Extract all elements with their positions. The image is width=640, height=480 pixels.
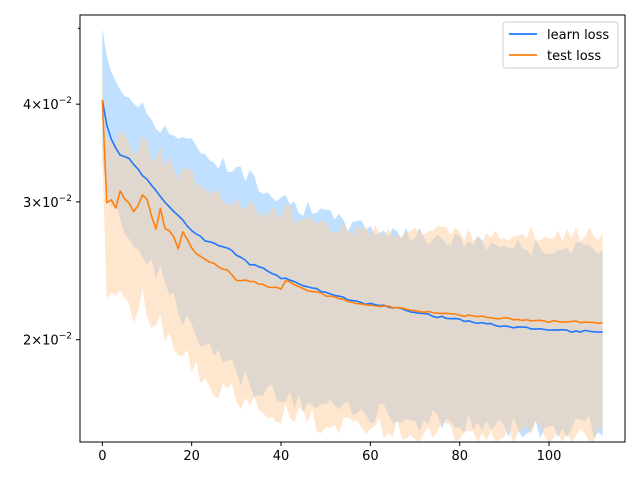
x-tick-label: 100 bbox=[537, 449, 562, 464]
x-tick-label: 80 bbox=[451, 449, 468, 464]
y-tick-label: 2×10−2 bbox=[23, 332, 72, 349]
x-tick-label: 0 bbox=[98, 449, 106, 464]
line-learn-loss bbox=[101, 99, 603, 334]
y-axis: 2×10−2 3×10−2 4×10−2 bbox=[23, 27, 80, 349]
confidence-bands bbox=[102, 28, 603, 445]
y-tick-label: 4×10−2 bbox=[23, 96, 72, 113]
legend-label: test loss bbox=[547, 49, 601, 64]
x-axis: 0 20 40 60 80 100 bbox=[98, 442, 561, 464]
y-tick-label: 3×10−2 bbox=[23, 194, 72, 211]
x-tick-label: 60 bbox=[362, 449, 379, 464]
series-lines bbox=[101, 99, 603, 334]
line-test-loss bbox=[101, 99, 603, 325]
band-test-loss bbox=[102, 71, 603, 445]
legend: learn loss test loss bbox=[502, 21, 619, 69]
legend-label: learn loss bbox=[547, 28, 609, 43]
plot-frame bbox=[79, 14, 626, 443]
x-tick-label: 20 bbox=[183, 449, 200, 464]
x-tick-label: 40 bbox=[273, 449, 290, 464]
